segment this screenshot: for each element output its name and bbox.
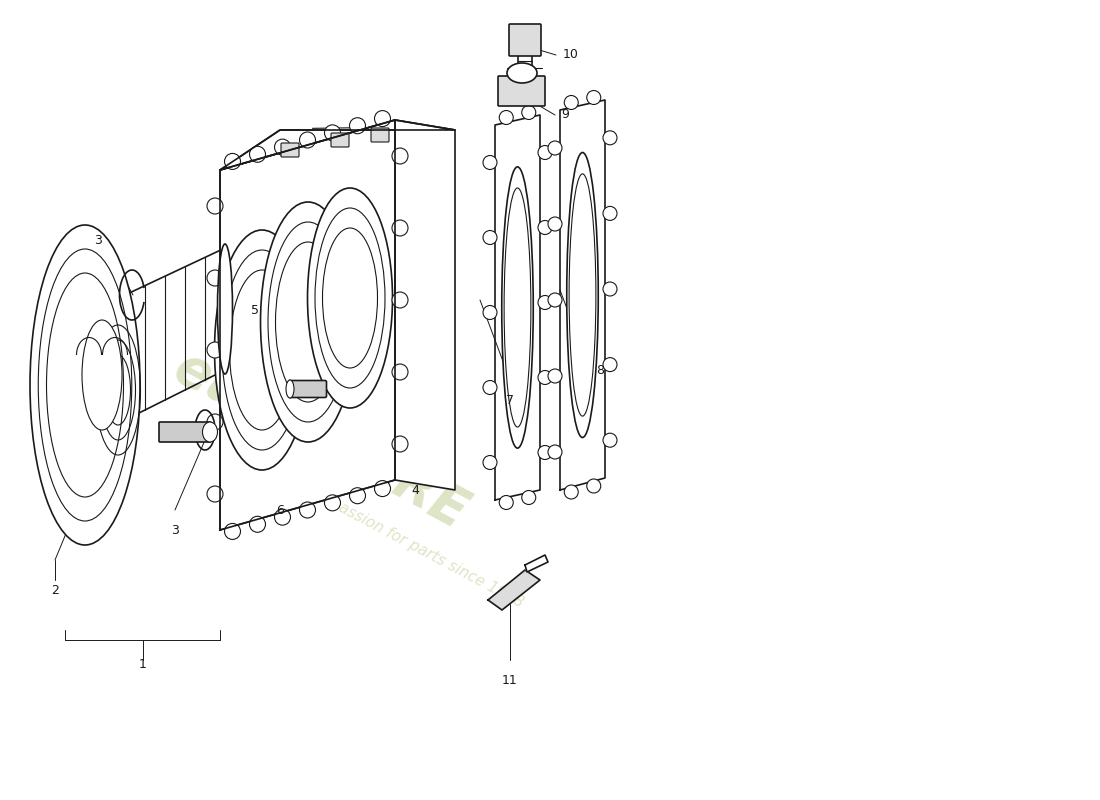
Circle shape xyxy=(564,485,579,499)
Circle shape xyxy=(224,523,241,539)
Circle shape xyxy=(483,155,497,170)
Circle shape xyxy=(499,495,514,510)
Text: 2: 2 xyxy=(51,583,59,597)
Circle shape xyxy=(299,132,316,148)
Circle shape xyxy=(538,146,552,159)
Text: 10: 10 xyxy=(563,49,579,62)
Polygon shape xyxy=(488,570,540,610)
Text: a passion for parts since 1998: a passion for parts since 1998 xyxy=(315,489,526,611)
Circle shape xyxy=(603,434,617,447)
Ellipse shape xyxy=(214,230,309,470)
Ellipse shape xyxy=(286,380,294,398)
Text: 11: 11 xyxy=(502,674,518,686)
Polygon shape xyxy=(220,120,455,170)
Ellipse shape xyxy=(566,153,598,438)
FancyBboxPatch shape xyxy=(280,143,299,157)
Text: 8: 8 xyxy=(596,363,604,377)
Circle shape xyxy=(350,118,365,134)
Text: 5: 5 xyxy=(251,303,258,317)
Circle shape xyxy=(207,414,223,430)
Circle shape xyxy=(374,110,390,126)
Ellipse shape xyxy=(502,167,534,448)
Circle shape xyxy=(548,369,562,383)
Circle shape xyxy=(324,125,341,141)
FancyBboxPatch shape xyxy=(288,381,327,398)
Circle shape xyxy=(275,509,290,525)
Polygon shape xyxy=(495,115,540,500)
Circle shape xyxy=(392,436,408,452)
Circle shape xyxy=(392,292,408,308)
Circle shape xyxy=(521,106,536,119)
Circle shape xyxy=(374,481,390,497)
Circle shape xyxy=(275,139,290,155)
Text: 3: 3 xyxy=(95,234,102,246)
Text: 3: 3 xyxy=(172,523,179,537)
Circle shape xyxy=(538,221,552,234)
Text: euroSPARE: euroSPARE xyxy=(164,341,475,539)
Ellipse shape xyxy=(202,422,218,442)
Circle shape xyxy=(207,342,223,358)
Circle shape xyxy=(538,446,552,459)
FancyBboxPatch shape xyxy=(498,76,544,106)
Text: 1: 1 xyxy=(139,658,146,671)
Circle shape xyxy=(564,95,579,110)
Circle shape xyxy=(483,230,497,245)
Circle shape xyxy=(392,220,408,236)
Circle shape xyxy=(521,490,536,505)
FancyBboxPatch shape xyxy=(160,422,211,442)
Polygon shape xyxy=(525,555,548,572)
Circle shape xyxy=(250,146,265,162)
Circle shape xyxy=(499,110,514,125)
Circle shape xyxy=(392,364,408,380)
Circle shape xyxy=(603,130,617,145)
Circle shape xyxy=(548,141,562,155)
Circle shape xyxy=(224,154,241,170)
Ellipse shape xyxy=(218,244,232,374)
Text: 9: 9 xyxy=(561,109,569,122)
Polygon shape xyxy=(560,100,605,490)
Circle shape xyxy=(538,295,552,310)
Ellipse shape xyxy=(308,188,393,408)
Circle shape xyxy=(483,306,497,319)
FancyBboxPatch shape xyxy=(509,24,541,56)
FancyBboxPatch shape xyxy=(331,133,349,147)
Circle shape xyxy=(548,445,562,459)
Circle shape xyxy=(324,495,341,511)
Circle shape xyxy=(603,358,617,371)
Polygon shape xyxy=(220,120,395,530)
Circle shape xyxy=(586,479,601,493)
Circle shape xyxy=(207,198,223,214)
Circle shape xyxy=(207,486,223,502)
Circle shape xyxy=(299,502,316,518)
Circle shape xyxy=(483,381,497,394)
Circle shape xyxy=(603,206,617,221)
Circle shape xyxy=(538,370,552,385)
Circle shape xyxy=(603,282,617,296)
Text: 7: 7 xyxy=(506,394,514,406)
Ellipse shape xyxy=(261,202,355,442)
Circle shape xyxy=(392,148,408,164)
Circle shape xyxy=(483,455,497,470)
Circle shape xyxy=(207,270,223,286)
Circle shape xyxy=(548,217,562,231)
Circle shape xyxy=(350,488,365,504)
FancyBboxPatch shape xyxy=(371,128,389,142)
Ellipse shape xyxy=(507,63,537,83)
Ellipse shape xyxy=(82,320,122,430)
Polygon shape xyxy=(395,120,455,490)
Circle shape xyxy=(586,90,601,105)
Circle shape xyxy=(250,516,265,532)
Text: 4: 4 xyxy=(411,483,419,497)
Ellipse shape xyxy=(30,225,140,545)
Circle shape xyxy=(548,293,562,307)
Text: 6: 6 xyxy=(276,503,284,517)
